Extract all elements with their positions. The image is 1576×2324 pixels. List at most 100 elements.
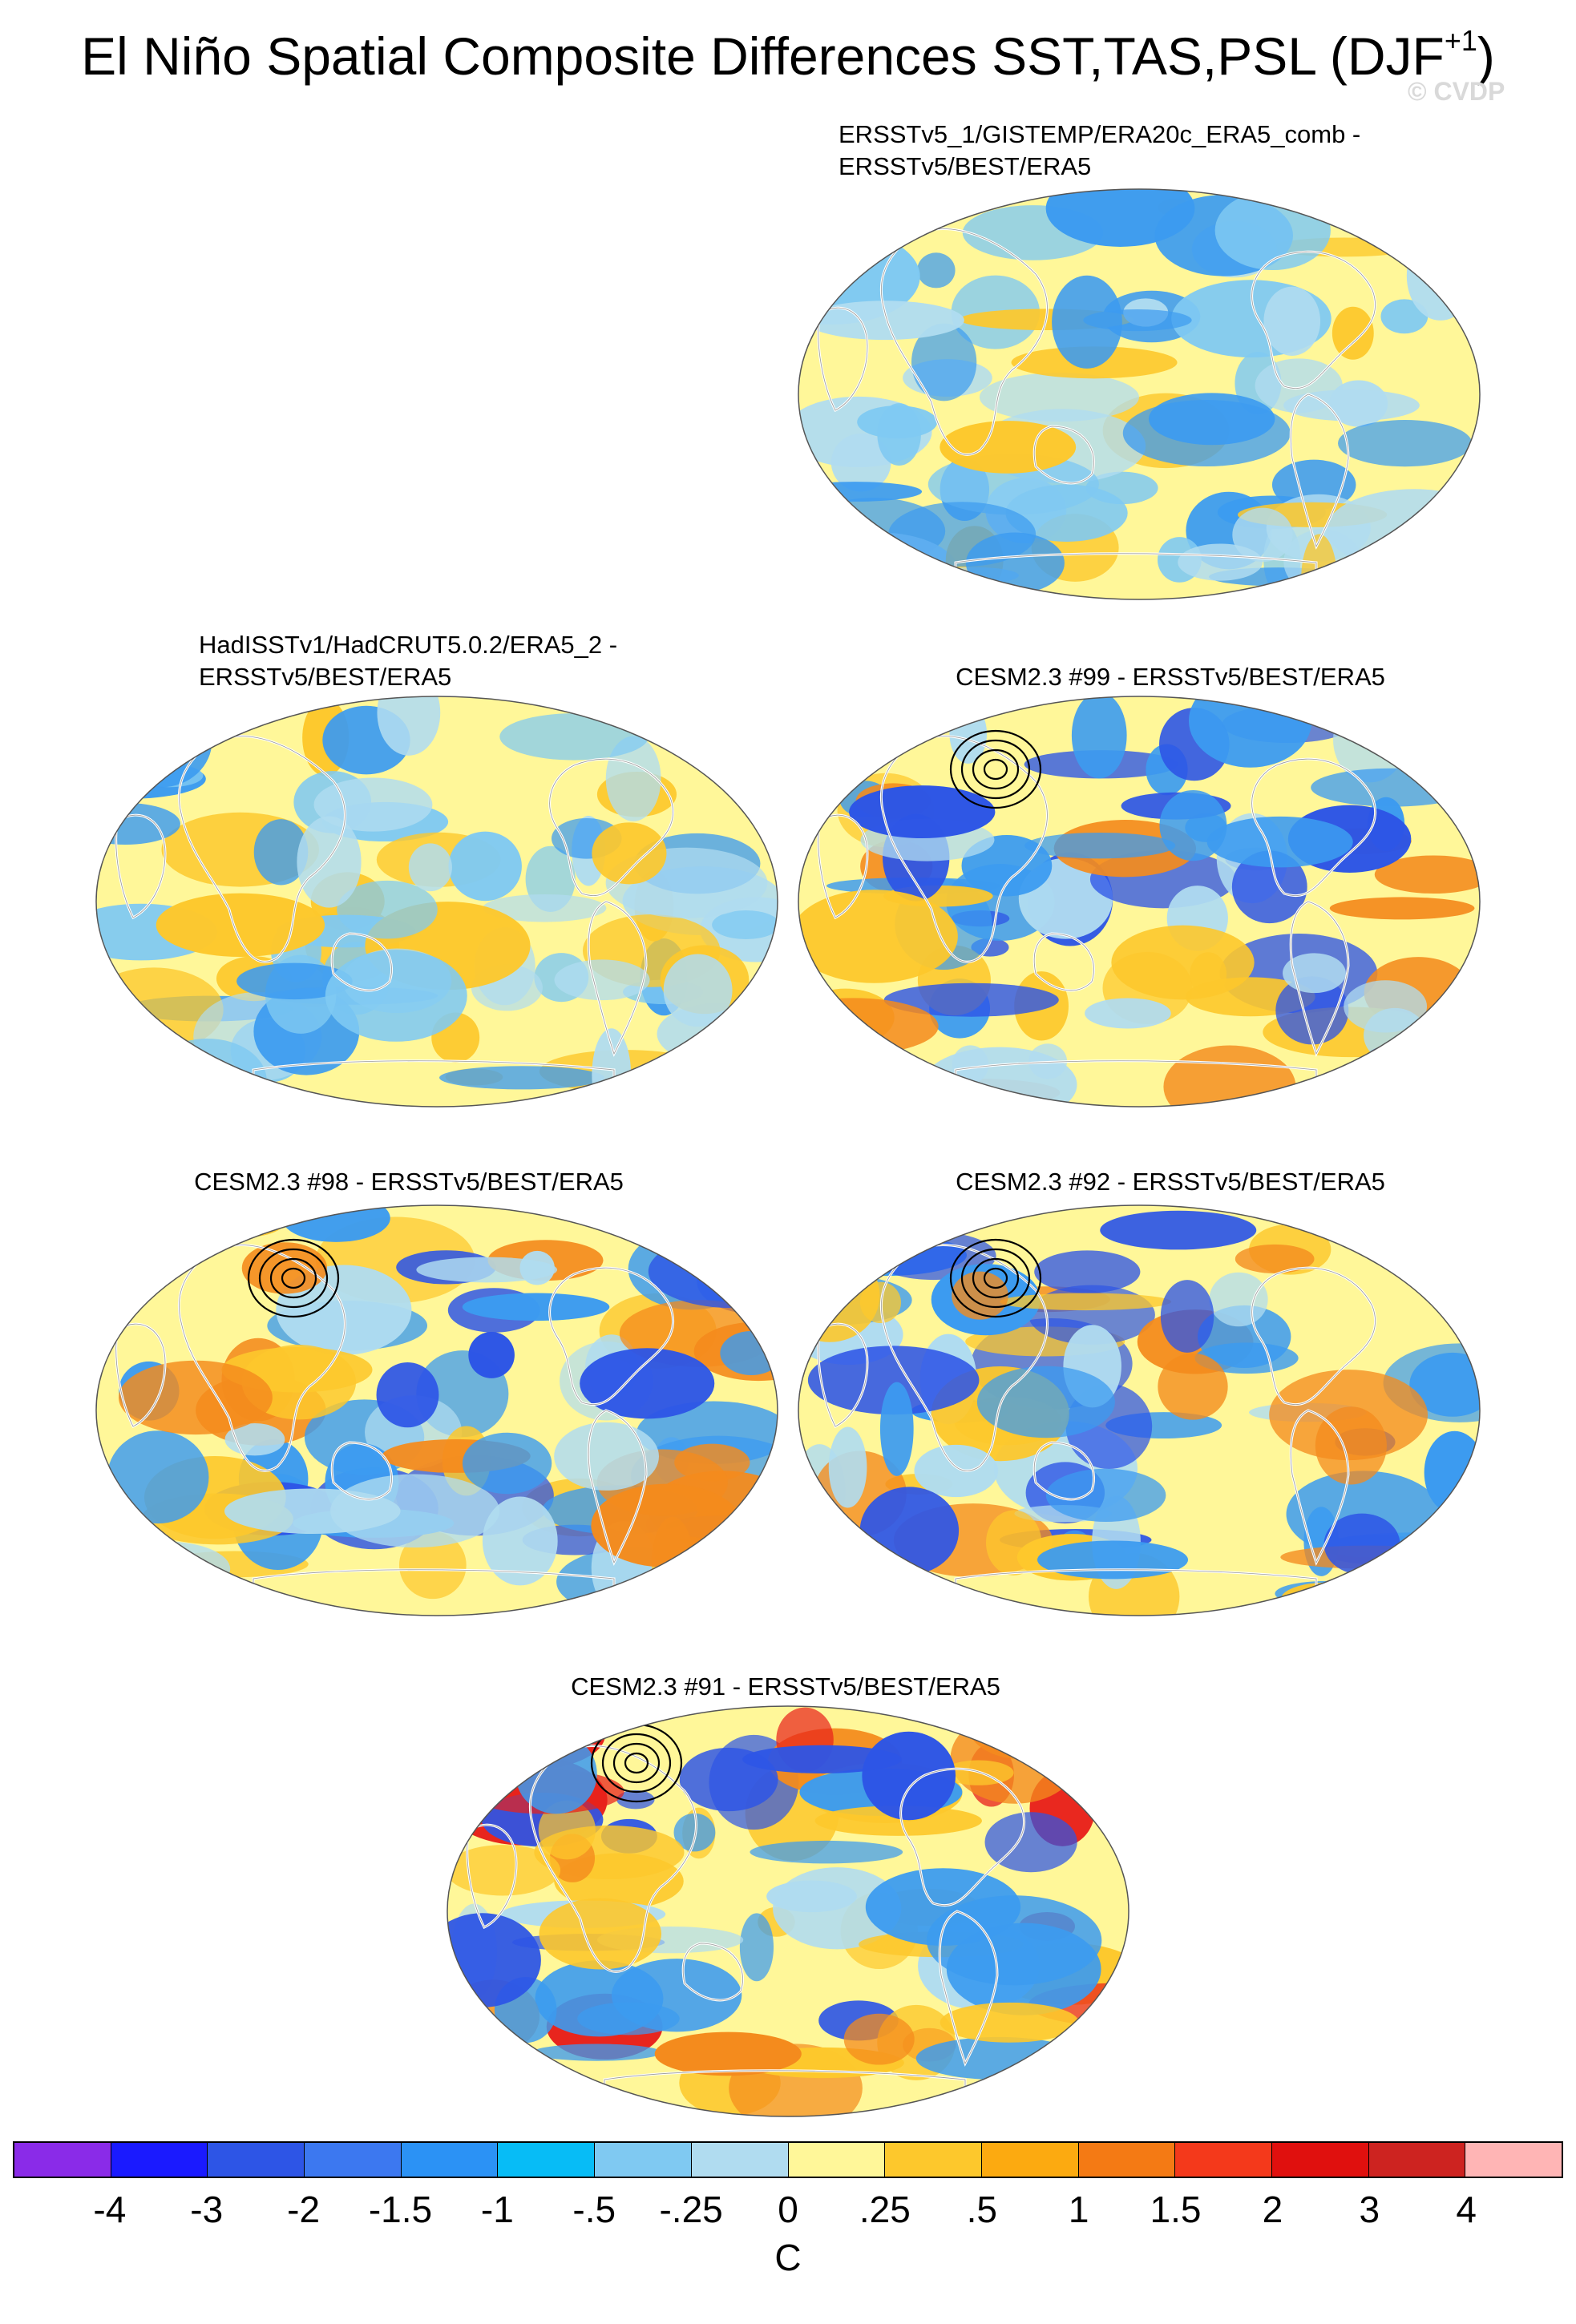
anomaly-region: [101, 1541, 231, 1596]
colorbar-segment: [208, 2143, 305, 2177]
colorbar-tick-label: 1.5: [1150, 2189, 1202, 2230]
anomaly-region: [376, 1362, 439, 1428]
anomaly-region: [482, 1496, 558, 1586]
panel-1-title-line2: ERSSTv5/BEST/ERA5: [839, 152, 1092, 180]
anomaly-region: [1071, 696, 1127, 779]
map-border: [447, 1705, 1129, 2117]
anomaly-region: [447, 1845, 561, 1896]
colorbar-tick-label: .5: [966, 2189, 997, 2230]
panel-2-title-line2: ERSSTv5/BEST/ERA5: [199, 663, 452, 691]
anomaly-region: [1418, 1245, 1467, 1298]
colorbar-segment: [14, 2143, 111, 2177]
anomaly-region: [940, 421, 1077, 474]
anomaly-region: [447, 1706, 565, 1770]
coastline-edge: [1033, 1442, 1094, 1500]
anomaly-region: [448, 831, 522, 902]
anomaly-region: [181, 1210, 283, 1239]
anomaly-region: [798, 1027, 873, 1107]
map-panel-6: [447, 1705, 1129, 2117]
anomaly-region: [580, 1348, 715, 1419]
anomaly-region: [398, 1531, 467, 1600]
coastline-edge: [179, 1245, 346, 1471]
coastline-edge: [682, 1943, 743, 2001]
anomaly-region: [689, 704, 778, 720]
anomaly-region: [807, 1346, 980, 1415]
anomaly-region: [915, 2036, 1082, 2080]
anomaly-region: [1356, 1047, 1404, 1107]
anomaly-region: [712, 910, 778, 940]
anomaly-region: [1052, 275, 1122, 369]
anomaly-region: [976, 1366, 1115, 1438]
anomaly-region: [1100, 1210, 1257, 1250]
anomaly-region: [965, 532, 1065, 594]
panel-3-title: CESM2.3 #99 - ERSSTv5/BEST/ERA5: [802, 661, 1539, 693]
anomaly-region: [1111, 925, 1255, 1000]
anomaly-region: [330, 1474, 500, 1548]
colorbar-tick-label: 1: [1068, 2189, 1089, 2230]
pressure-center-contour: [601, 1733, 672, 1793]
anomaly-region: [766, 1880, 857, 1913]
anomaly-region: [96, 728, 152, 749]
anomaly-region: [592, 822, 667, 885]
anomaly-region: [1209, 1272, 1268, 1327]
map-panel-3: [798, 696, 1481, 1108]
anomaly-region: [1194, 1342, 1299, 1374]
coastline-edge: [253, 1060, 615, 1107]
coastline-edge: [1290, 1410, 1349, 1564]
anomaly-region: [107, 1430, 209, 1524]
colorbar-segment: [1078, 2143, 1176, 2177]
coastline-edge: [818, 814, 868, 918]
anomaly-region: [985, 1510, 1042, 1576]
anomaly-region: [843, 2013, 915, 2065]
colorbar-units-label: C: [774, 2237, 802, 2278]
colorbar-tick-label: -.5: [572, 2189, 616, 2230]
anomaly-region: [156, 893, 325, 958]
anomaly-region: [1413, 1027, 1468, 1053]
anomaly-region: [115, 1212, 254, 1235]
panel-2-title: HadISSTv1/HadCRUT5.0.2/ERA5_2 - ERSSTv5/…: [199, 629, 617, 693]
anomaly-region: [1332, 306, 1374, 360]
anomaly-region: [940, 2002, 1079, 2043]
coastline-edge: [588, 1410, 647, 1564]
anomaly-region: [798, 1563, 944, 1616]
anomaly-region: [377, 696, 441, 756]
pressure-center-contour: [612, 1742, 661, 1784]
anomaly-region: [462, 1432, 552, 1495]
anomaly-region: [1045, 1468, 1166, 1523]
anomaly-region: [1311, 768, 1474, 807]
coastline-edge: [955, 553, 1317, 599]
anomaly-region: [337, 880, 438, 939]
panel-1-title: ERSSTv5_1/GISTEMP/ERA20c_ERA5_comb - ERS…: [839, 119, 1360, 183]
anomaly-region: [1401, 1225, 1452, 1281]
colorbar-tick-label: 3: [1359, 2189, 1380, 2230]
anomaly-region: [1429, 1499, 1480, 1588]
anomaly-region: [483, 894, 607, 922]
colorbar-tick-label: -2: [287, 2189, 321, 2230]
colorbar-tick-label: -1.5: [368, 2189, 433, 2230]
anomaly-region: [1235, 1244, 1315, 1273]
pressure-center-contour: [949, 1238, 1042, 1318]
anomaly-region: [1024, 832, 1176, 859]
coastline-edge: [818, 1323, 868, 1427]
coastline-edge: [588, 901, 647, 1055]
coastline-edge: [530, 1745, 697, 1972]
anomaly-region: [1005, 484, 1128, 542]
map-panel-2: [95, 696, 778, 1108]
pressure-center-contour: [983, 758, 1008, 781]
coastline-edge: [881, 228, 1048, 455]
chart-title-close: ): [1477, 26, 1495, 86]
anomaly-region: [313, 777, 433, 832]
anomaly-region: [1315, 1406, 1387, 1485]
anomaly-region: [577, 2002, 680, 2036]
anomaly-region: [1338, 420, 1473, 467]
panel-5-title: CESM2.3 #92 - ERSSTv5/BEST/ERA5: [802, 1166, 1539, 1198]
colorbar-tick-label: 2: [1262, 2189, 1283, 2230]
anomaly-region: [1159, 789, 1227, 861]
coastline-edge: [900, 1768, 1025, 1906]
anomaly-region: [798, 551, 859, 591]
coastline-edge: [1251, 251, 1376, 389]
panel-4-title: CESM2.3 #98 - ERSSTv5/BEST/ERA5: [112, 1166, 705, 1198]
colorbar-segment: [595, 2143, 692, 2177]
coastline-edge: [115, 814, 166, 918]
coastline-edge: [604, 2070, 966, 2116]
